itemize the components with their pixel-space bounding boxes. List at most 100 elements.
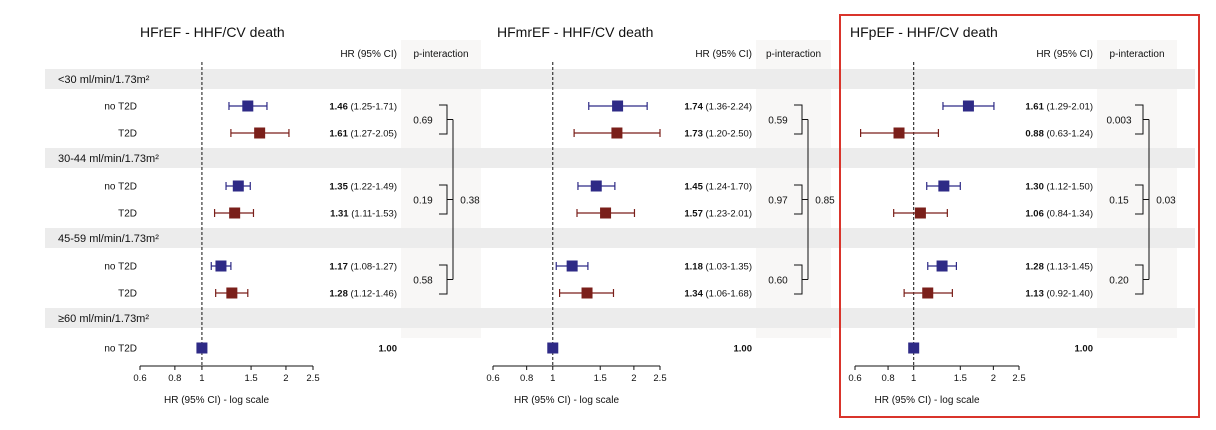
hr-estimate: 1.73: [684, 129, 703, 140]
pair-p-value: 0.97: [768, 196, 788, 207]
pair-p-value: 0.003: [1106, 116, 1131, 127]
pair-p-value: 0.20: [1109, 276, 1129, 287]
x-tick-label: 2: [991, 373, 996, 384]
hr-point: [908, 342, 920, 354]
hr-estimate: 1.18: [684, 262, 703, 273]
hr-point: [938, 180, 950, 192]
hr-ci: (1.11-1.53): [349, 209, 397, 220]
hr-value-text: 1.45 (1.24-1.70): [684, 182, 752, 193]
row-label: T2D: [118, 209, 137, 220]
x-axis-label: HR (95% CI) - log scale: [164, 395, 269, 406]
x-tick-label: 0.6: [486, 373, 499, 384]
x-tick-label: 0.6: [848, 373, 861, 384]
p-interaction-header: p-interaction: [1109, 49, 1164, 60]
hr-estimate: 1.35: [329, 182, 348, 193]
hr-ci: (1.08-1.27): [348, 262, 397, 273]
hr-value-text: 1.18 (1.03-1.35): [684, 262, 752, 273]
p-interaction-column-bg: [1097, 40, 1177, 338]
hr-point: [566, 260, 578, 272]
hr-point: [226, 287, 238, 299]
hr-estimate: 1.45: [684, 182, 703, 193]
group-band: [45, 228, 1195, 248]
hr-point: [893, 127, 905, 139]
x-tick-label: 1.5: [244, 373, 257, 384]
hr-value-text: 1.35 (1.22-1.49): [329, 182, 397, 193]
hr-ci-header: HR (95% CI): [1036, 49, 1093, 60]
hr-value-text: 1.46 (1.25-1.71): [329, 102, 397, 113]
x-tick-label: 2.5: [1012, 373, 1025, 384]
x-tick-label: 0.6: [133, 373, 146, 384]
p-interaction-column-bg: [756, 40, 831, 338]
x-tick-label: 1: [550, 373, 555, 384]
hr-estimate: 1.57: [684, 209, 703, 220]
pair-p-value: 0.59: [768, 116, 788, 127]
hr-point: [590, 180, 602, 192]
hr-value-text: 1.61 (1.29-2.01): [1025, 102, 1093, 113]
hr-point: [612, 100, 624, 112]
x-axis-label: HR (95% CI) - log scale: [514, 395, 619, 406]
hr-value-text: 1.28 (1.12-1.46): [329, 289, 397, 300]
hr-value-text: 1.61 (1.27-2.05): [329, 129, 397, 140]
hr-estimate: 1.61: [1025, 102, 1044, 113]
group-label: 30-44 ml/min/1.73m²: [58, 153, 159, 165]
hr-point: [600, 207, 612, 219]
hr-value-text: 0.88 (0.63-1.24): [1025, 129, 1093, 140]
pair-p-value: 0.60: [768, 276, 788, 287]
hr-value-text: 1.13 (0.92-1.40): [1025, 289, 1093, 300]
hr-point: [229, 207, 241, 219]
row-label: no T2D: [104, 262, 137, 273]
x-tick-label: 2.5: [306, 373, 319, 384]
hr-ci: (0.63-1.24): [1044, 129, 1093, 140]
x-tick-label: 1.5: [594, 373, 607, 384]
hr-ci: (1.36-2.24): [703, 102, 752, 113]
group-label: ≥60 ml/min/1.73m²: [58, 313, 149, 325]
group-band: [45, 148, 1195, 168]
hr-point: [196, 342, 208, 354]
hr-value-text: 1.00: [379, 344, 398, 355]
hr-estimate: 1.31: [330, 209, 349, 220]
hr-ci: (1.13-1.45): [1044, 262, 1093, 273]
hr-ci: (0.84-1.34): [1044, 209, 1093, 220]
hr-estimate: 1.13: [1025, 289, 1044, 300]
hr-value-text: 1.73 (1.20-2.50): [684, 129, 752, 140]
hr-value-text: 1.31 (1.11-1.53): [330, 209, 397, 220]
hr-ci-header: HR (95% CI): [340, 49, 397, 60]
hr-ci: (0.92-1.40): [1044, 289, 1093, 300]
overall-p-value: 0.03: [1156, 196, 1176, 207]
group-label: <30 ml/min/1.73m²: [58, 74, 150, 86]
hr-estimate: 1.61: [329, 129, 348, 140]
pair-p-value: 0.19: [413, 196, 433, 207]
hr-value-text: 1.34 (1.06-1.68): [684, 289, 752, 300]
x-tick-label: 1.5: [954, 373, 967, 384]
hr-estimate: 1.17: [329, 262, 348, 273]
hr-value-text: 1.30 (1.12-1.50): [1025, 182, 1093, 193]
group-band: [45, 308, 1195, 328]
hr-estimate: 1.28: [329, 289, 348, 300]
chart-title: HFpEF - HHF/CV death: [850, 24, 998, 40]
hr-ci-header: HR (95% CI): [695, 49, 752, 60]
x-tick-label: 2: [283, 373, 288, 384]
x-tick-label: 2.5: [653, 373, 666, 384]
hr-ci: (1.20-2.50): [703, 129, 752, 140]
hr-ci: (1.29-2.01): [1044, 102, 1093, 113]
hr-point: [611, 127, 623, 139]
hr-estimate: 1.00: [734, 344, 753, 355]
highlight-frame: [839, 14, 1200, 418]
hr-value-text: 1.00: [1075, 344, 1094, 355]
x-axis-label: HR (95% CI) - log scale: [874, 395, 979, 406]
hr-estimate: 1.74: [684, 102, 703, 113]
p-interaction-header: p-interaction: [413, 49, 468, 60]
x-tick-label: 0.8: [520, 373, 533, 384]
hr-ci: (1.24-1.70): [703, 182, 752, 193]
hr-value-text: 1.28 (1.13-1.45): [1025, 262, 1093, 273]
row-label: T2D: [118, 129, 137, 140]
hr-estimate: 1.28: [1025, 262, 1044, 273]
hr-ci: (1.03-1.35): [703, 262, 752, 273]
p-interaction-column-bg: [401, 40, 481, 338]
row-label: no T2D: [104, 182, 137, 193]
hr-value-text: 1.06 (0.84-1.34): [1025, 209, 1093, 220]
x-tick-label: 0.8: [881, 373, 894, 384]
overall-p-value: 0.38: [460, 196, 480, 207]
hr-estimate: 1.30: [1025, 182, 1044, 193]
